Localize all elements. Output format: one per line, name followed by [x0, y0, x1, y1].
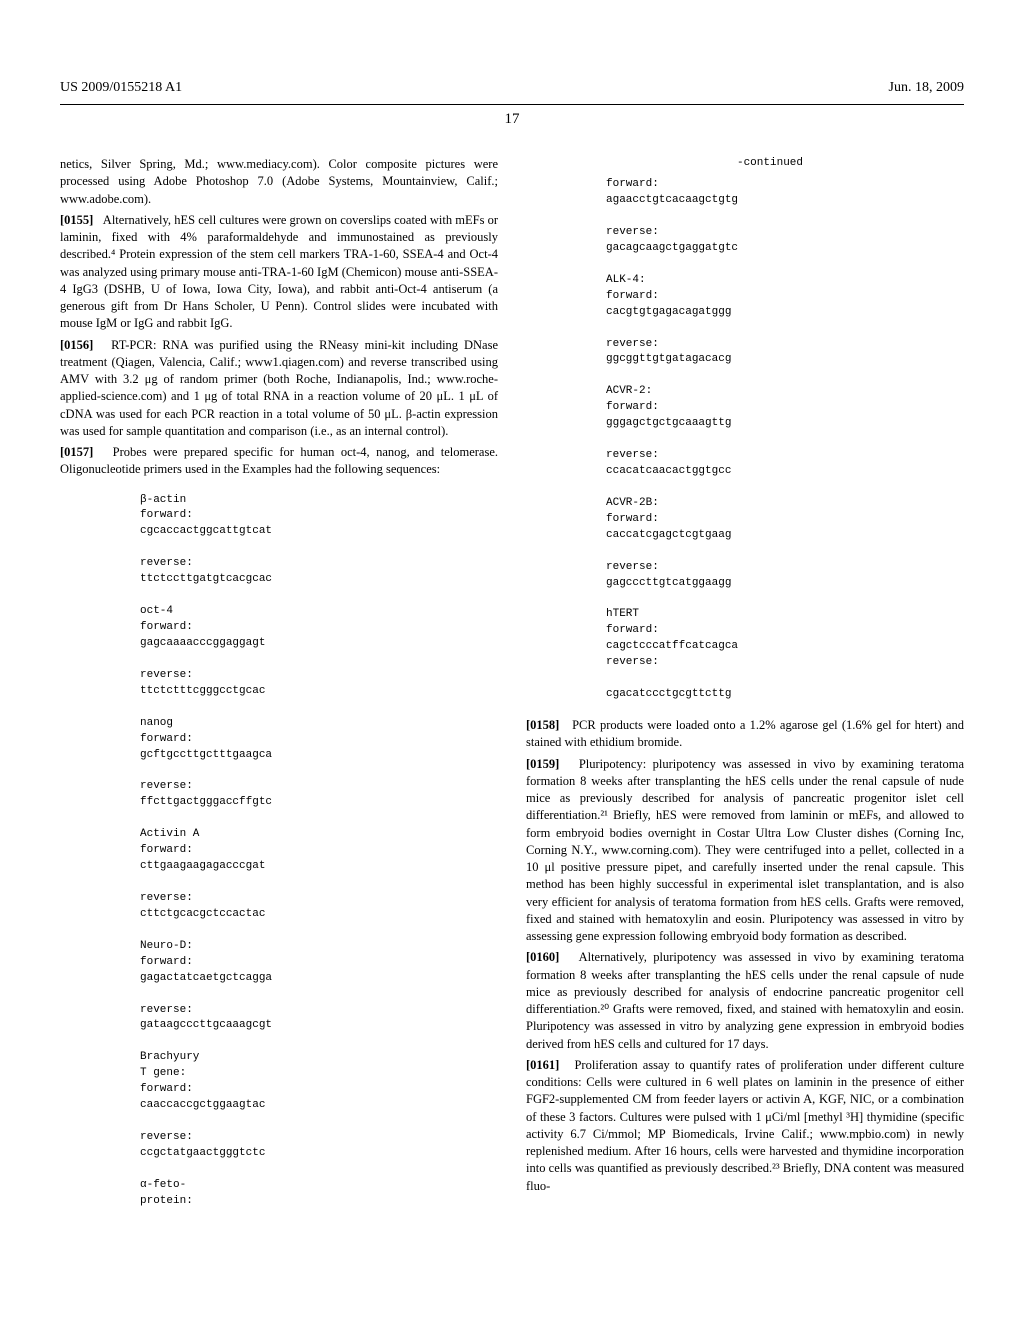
- para-0160: [0160] Alternatively, pluripotency was a…: [526, 949, 964, 1053]
- page-number: 17: [60, 111, 964, 128]
- para-num: [0159]: [526, 757, 559, 771]
- left-column: netics, Silver Spring, Md.; www.mediacy.…: [60, 156, 498, 1210]
- para-num: [0157]: [60, 445, 93, 459]
- para-0157: [0157] Probes were prepared specific for…: [60, 444, 498, 479]
- para-num: [0161]: [526, 1058, 559, 1072]
- patent-id: US 2009/0155218 A1: [60, 80, 182, 96]
- para-text: RT-PCR: RNA was purified using the RNeas…: [60, 338, 498, 438]
- patent-date: Jun. 18, 2009: [889, 80, 964, 96]
- para-num: [0156]: [60, 338, 93, 352]
- para-text: Probes were prepared specific for human …: [60, 445, 498, 476]
- para-0158: [0158] PCR products were loaded onto a 1…: [526, 717, 964, 752]
- para-text: Alternatively, hES cell cultures were gr…: [60, 213, 498, 331]
- right-column: -continued forward: agaacctgtcacaagctgtg…: [526, 156, 964, 1210]
- para-num: [0155]: [60, 213, 93, 227]
- para-text: Proliferation assay to quantify rates of…: [526, 1058, 964, 1193]
- para-0159: [0159] Pluripotency: pluripotency was as…: [526, 756, 964, 946]
- para-0161: [0161] Proliferation assay to quantify r…: [526, 1057, 964, 1195]
- continued-label: -continued: [576, 156, 964, 171]
- para-text: Alternatively, pluripotency was assessed…: [526, 950, 964, 1050]
- para-text: PCR products were loaded onto a 1.2% aga…: [526, 718, 964, 749]
- header-divider: [60, 104, 964, 105]
- sequence-block-right: forward: agaacctgtcacaagctgtg reverse: g…: [606, 177, 964, 703]
- para-continuation: netics, Silver Spring, Md.; www.mediacy.…: [60, 156, 498, 208]
- para-num: [0160]: [526, 950, 559, 964]
- para-num: [0158]: [526, 718, 559, 732]
- para-0155: [0155] Alternatively, hES cell cultures …: [60, 212, 498, 333]
- sequence-block-left: β-actin forward: cgcaccactggcattgtcat re…: [140, 493, 498, 1210]
- para-0156: [0156] RT-PCR: RNA was purified using th…: [60, 337, 498, 441]
- para-text: Pluripotency: pluripotency was assessed …: [526, 757, 964, 944]
